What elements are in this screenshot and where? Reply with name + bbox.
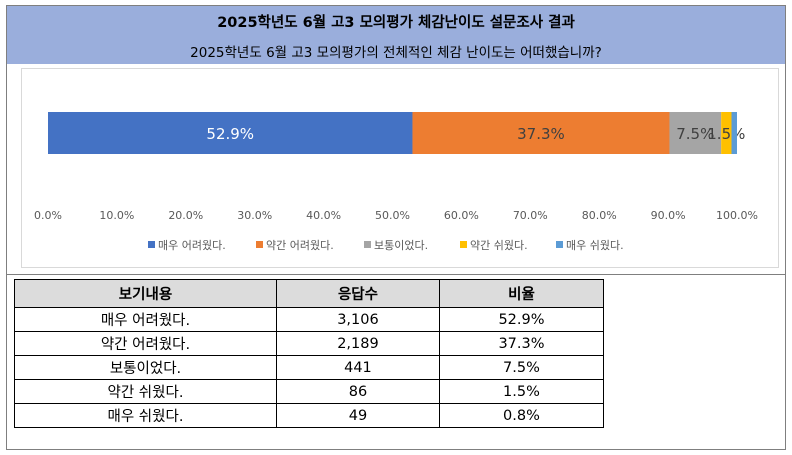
bar-segment [721, 112, 732, 154]
cell-option: 매우 어려웠다. [14, 307, 277, 332]
cell-option: 약간 쉬웠다. [14, 379, 277, 404]
x-tick-label: 50.0% [375, 209, 410, 222]
cell-ratio: 52.9% [438, 307, 605, 332]
cell-ratio: 1.5% [438, 379, 605, 404]
page-title: 2025학년도 6월 고3 모의평가 체감난이도 설문조사 결과 [217, 15, 575, 31]
x-tick-label: 20.0% [168, 209, 203, 222]
cell-option: 보통이었다. [14, 355, 277, 380]
x-tick-label: 90.0% [651, 209, 686, 222]
table-row: 매우 쉬웠다. 49 0.8% [14, 403, 605, 428]
data-label: 52.9% [206, 125, 254, 143]
data-label: 37.3% [517, 125, 565, 143]
cell-count: 441 [275, 355, 440, 380]
question-subtitle: 2025학년도 6월 고3 모의평가의 전체적인 체감 난이도는 어떠했습니까? [190, 45, 602, 61]
chart-plot-frame: 52.9% 37.3% 7.5% 1.5% 0.0% 10.0% 20.0% 30.0% 40.… [21, 68, 779, 268]
data-label: 7.5% [676, 125, 714, 143]
bar-segment [48, 112, 413, 154]
cell-count: 2,189 [275, 331, 440, 356]
stacked-bar-chart: 52.9% 37.3% 7.5%1.5% 0.0% 10.0% 20.0% 30.0% 40.… [34, 112, 758, 252]
x-tick-label: 30.0% [237, 209, 272, 222]
cell-option: 매우 쉬웠다. [14, 403, 277, 428]
bar-segment [731, 112, 737, 154]
legend-swatch [556, 241, 563, 248]
header-option: 보기내용 [14, 279, 277, 308]
header-count: 응답수 [275, 279, 440, 308]
survey-panel: 2025학년도 6월 고3 모의평가 체감난이도 설문조사 결과 2025학년도… [6, 5, 786, 450]
legend-label: 약간 쉬웠다. [470, 238, 528, 252]
header: 2025학년도 6월 고3 모의평가 체감난이도 설문조사 결과 2025학년도… [7, 6, 785, 65]
legend-label: 매우 쉬웠다. [566, 239, 624, 252]
data-label: 1.5% [707, 125, 745, 143]
x-tick-label: 60.0% [444, 209, 479, 222]
table-row: 약간 어려웠다. 2,189 37.3% [14, 331, 605, 356]
response-table: 보기내용 응답수 비율 매우 어려웠다. 3,106 52.9% 약간 어려웠다… [14, 279, 605, 428]
legend-swatch [148, 241, 155, 248]
legend-label: 보통이었다. [374, 239, 428, 252]
legend-swatch [364, 241, 371, 248]
chart-area: 52.9% 37.3% 7.5% 1.5% 0.0% 10.0% 20.0% 30.0% 40.… [7, 64, 785, 275]
x-tick-label: 10.0% [99, 209, 134, 222]
x-tick-label: 100.0% [716, 209, 758, 222]
legend-swatch [460, 241, 467, 248]
x-tick-label: 70.0% [513, 209, 548, 222]
cell-ratio: 37.3% [438, 331, 605, 356]
cell-ratio: 0.8% [438, 403, 605, 428]
cell-count: 3,106 [275, 307, 440, 332]
x-tick-label: 0.0% [34, 209, 62, 222]
table-row: 보통이었다. 441 7.5% [14, 355, 605, 380]
cell-ratio: 7.5% [438, 355, 605, 380]
bar-segment [669, 112, 722, 154]
legend-label: 매우 어려웠다. [158, 239, 226, 252]
table-row: 매우 어려웠다. 3,106 52.9% [14, 307, 605, 332]
bar-segment [412, 112, 670, 154]
header-ratio: 비율 [438, 279, 605, 308]
table-header-row: 보기내용 응답수 비율 [14, 279, 605, 308]
legend-label: 약간 어려웠다. [266, 238, 334, 252]
cell-count: 49 [275, 403, 440, 428]
legend-swatch [256, 241, 263, 248]
cell-option: 약간 어려웠다. [14, 331, 277, 356]
x-tick-label: 80.0% [582, 209, 617, 222]
cell-count: 86 [275, 379, 440, 404]
table-row: 약간 쉬웠다. 86 1.5% [14, 379, 605, 404]
x-tick-label: 40.0% [306, 209, 341, 222]
